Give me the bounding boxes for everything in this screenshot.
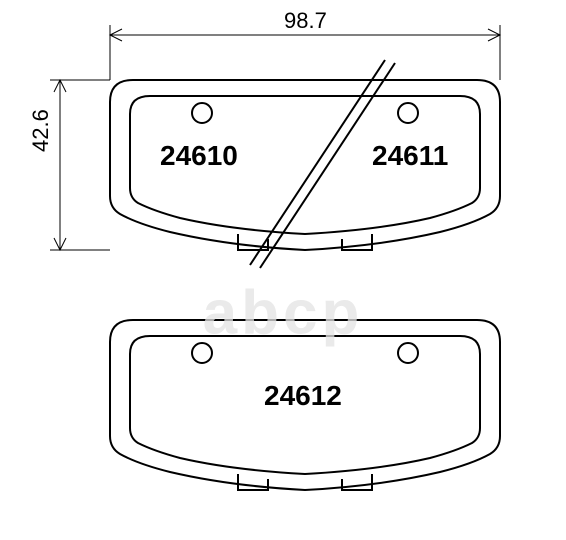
technical-drawing-canvas: abcp 98.7 42.6 24610 24611 24612 [0,0,566,540]
part-number-top-right: 24611 [372,140,448,172]
dimension-height-label: 42.6 [28,109,54,152]
part-number-bottom: 24612 [264,380,342,412]
dimension-width-label: 98.7 [284,8,327,34]
drawing-svg [0,0,566,540]
part-number-top-left: 24610 [160,140,238,172]
